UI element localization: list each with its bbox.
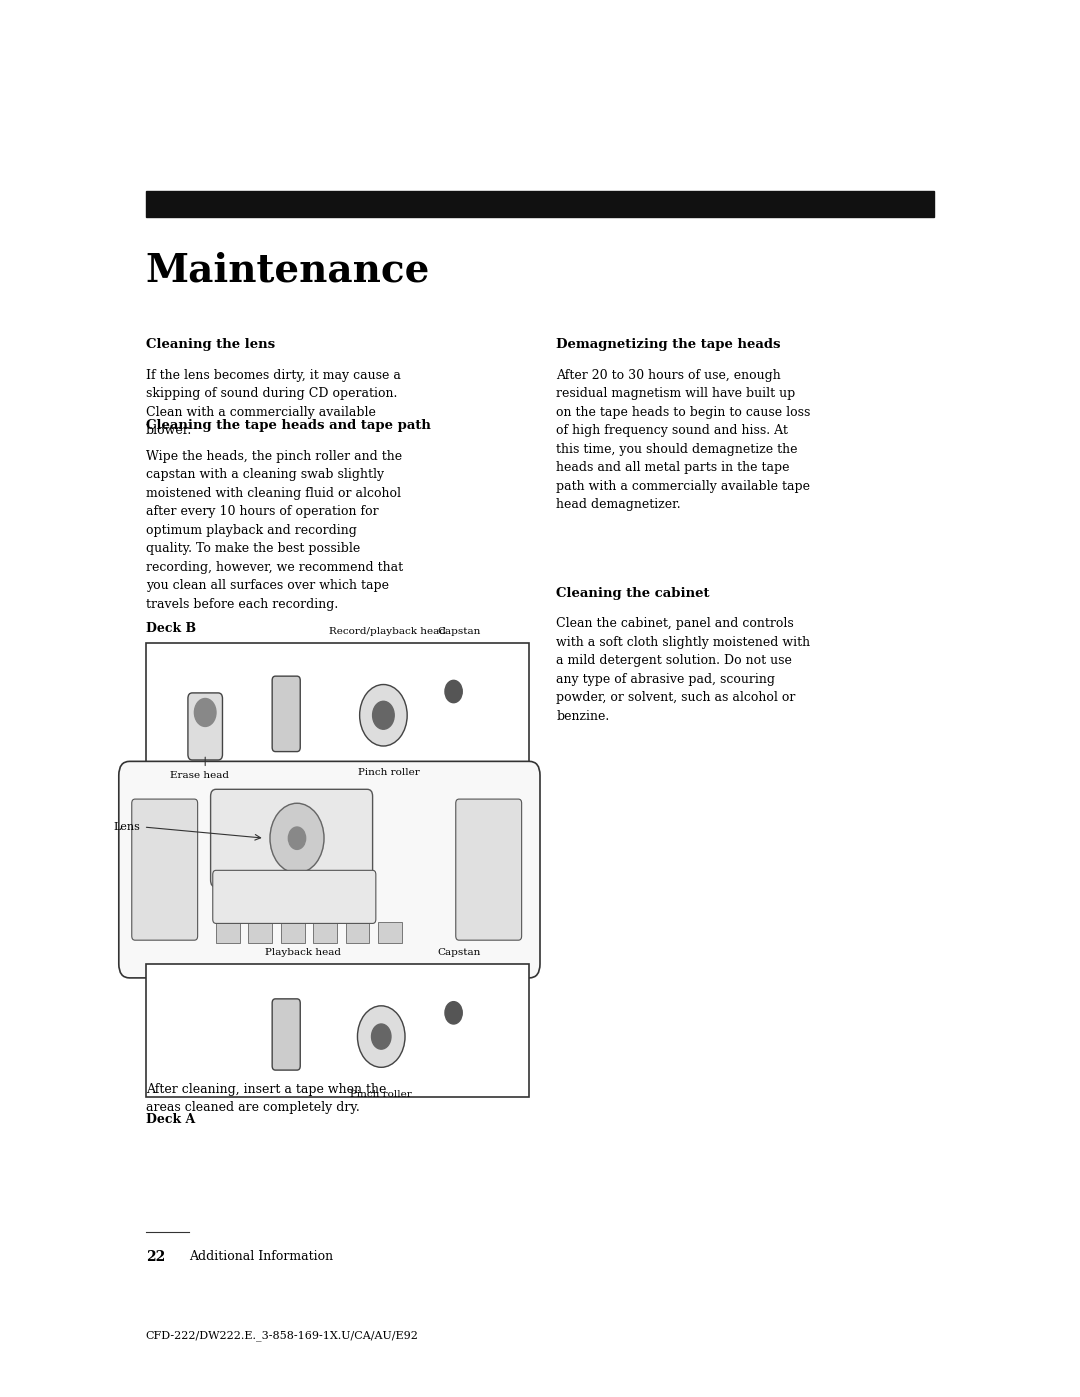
Text: Additional Information: Additional Information <box>189 1250 333 1263</box>
Text: Clean the cabinet, panel and controls
with a soft cloth slightly moistened with
: Clean the cabinet, panel and controls wi… <box>556 617 810 724</box>
FancyBboxPatch shape <box>456 799 522 940</box>
Circle shape <box>360 685 407 746</box>
Circle shape <box>270 803 324 873</box>
Text: Playback head: Playback head <box>265 949 340 957</box>
Text: Demagnetizing the tape heads: Demagnetizing the tape heads <box>556 338 781 351</box>
Text: After 20 to 30 hours of use, enough
residual magnetism will have built up
on the: After 20 to 30 hours of use, enough resi… <box>556 369 811 511</box>
Bar <box>378 922 402 943</box>
Circle shape <box>445 680 462 703</box>
FancyBboxPatch shape <box>119 761 540 978</box>
Bar <box>146 191 934 217</box>
Text: If the lens becomes dirty, it may cause a
skipping of sound during CD operation.: If the lens becomes dirty, it may cause … <box>146 369 401 437</box>
Bar <box>346 922 369 943</box>
FancyBboxPatch shape <box>272 999 300 1070</box>
Circle shape <box>372 1024 391 1049</box>
Circle shape <box>445 1002 462 1024</box>
Circle shape <box>373 701 394 729</box>
Bar <box>146 964 529 1097</box>
Text: Cleaning the lens: Cleaning the lens <box>146 338 275 351</box>
FancyBboxPatch shape <box>272 676 300 752</box>
FancyBboxPatch shape <box>188 693 222 760</box>
Bar <box>146 643 529 782</box>
Text: Capstan: Capstan <box>437 627 481 636</box>
FancyBboxPatch shape <box>211 789 373 887</box>
Bar <box>216 922 240 943</box>
Bar <box>248 922 272 943</box>
Circle shape <box>357 1006 405 1067</box>
Text: Cleaning the tape heads and tape path: Cleaning the tape heads and tape path <box>146 419 431 432</box>
Text: Deck B: Deck B <box>146 622 195 634</box>
FancyBboxPatch shape <box>213 870 376 923</box>
Text: Erase head: Erase head <box>171 771 229 780</box>
Text: Pinch roller: Pinch roller <box>350 1090 413 1098</box>
Text: Deck A: Deck A <box>146 1113 195 1126</box>
Text: Pinch roller: Pinch roller <box>357 768 420 777</box>
Circle shape <box>194 698 216 726</box>
Bar <box>281 922 305 943</box>
Text: Maintenance: Maintenance <box>146 251 430 289</box>
Text: After cleaning, insert a tape when the
areas cleaned are completely dry.: After cleaning, insert a tape when the a… <box>146 1083 387 1115</box>
Text: Record/playback head: Record/playback head <box>329 627 446 636</box>
Text: 22: 22 <box>146 1250 165 1264</box>
Text: Wipe the heads, the pinch roller and the
capstan with a cleaning swab slightly
m: Wipe the heads, the pinch roller and the… <box>146 450 403 610</box>
Circle shape <box>288 827 306 849</box>
Bar <box>313 922 337 943</box>
Text: Cleaning the cabinet: Cleaning the cabinet <box>556 587 710 599</box>
Text: CFD-222/DW222.E._3-858-169-1X.U/CA/AU/E92: CFD-222/DW222.E._3-858-169-1X.U/CA/AU/E9… <box>146 1330 419 1341</box>
Text: Lens: Lens <box>113 821 140 833</box>
FancyBboxPatch shape <box>132 799 198 940</box>
Text: Capstan: Capstan <box>437 949 481 957</box>
